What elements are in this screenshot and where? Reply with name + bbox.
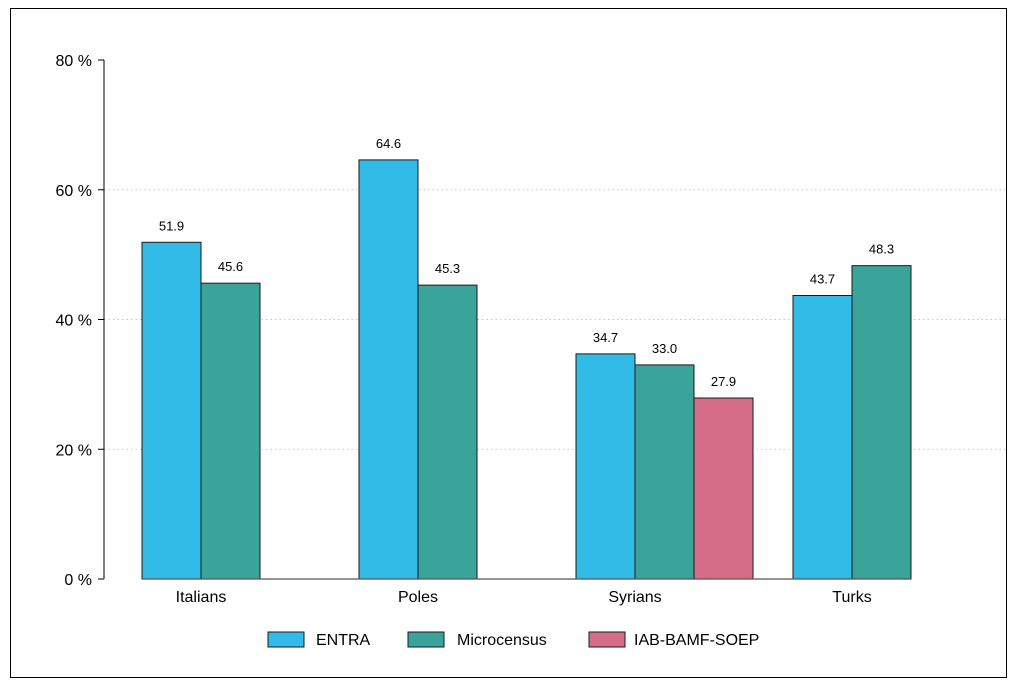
legend-swatch [588,631,626,648]
data-label: 27.9 [711,374,736,389]
data-label: 45.6 [218,259,243,274]
bar [575,353,636,580]
legend-swatch [267,631,305,648]
bar [792,294,853,580]
legend-swatch [407,631,445,648]
data-label: 45.3 [435,261,460,276]
bar [358,159,419,580]
data-label: 51.9 [159,218,184,233]
legend-label: Microcensus [457,632,547,649]
x-tick-label: Turks [832,589,871,606]
y-tick-label: 20 % [56,442,92,459]
y-tick-label: 0 % [64,572,92,589]
x-tick-label: Italians [176,589,227,606]
bars: 51.9 45.6 64.6 45.3 34.7 33.0 27.9 43.7 48.3 [141,136,912,580]
legend: ENTRA Microcensus IAB-BAMF-SOEP [267,631,759,649]
y-axis: 0 % 20 % 40 % 60 % 80 % [56,53,105,589]
y-tick-label: 60 % [56,183,92,200]
legend-label: IAB-BAMF-SOEP [634,632,759,649]
data-label: 43.7 [810,271,835,286]
bar [851,265,912,580]
y-tick-label: 80 % [56,53,92,70]
data-label: 34.7 [593,330,618,345]
x-axis: Italians Poles Syrians Turks [142,578,911,606]
data-label: 64.6 [376,136,401,151]
bar [141,241,202,580]
data-label: 48.3 [869,242,894,257]
x-tick-label: Poles [398,589,438,606]
bar [634,364,695,580]
legend-label: ENTRA [316,632,371,649]
data-label: 33.0 [652,341,677,356]
y-tick-label: 40 % [56,313,92,330]
x-tick-label: Syrians [608,589,661,606]
bar [417,284,478,580]
bar [693,397,754,580]
bar [200,282,261,580]
